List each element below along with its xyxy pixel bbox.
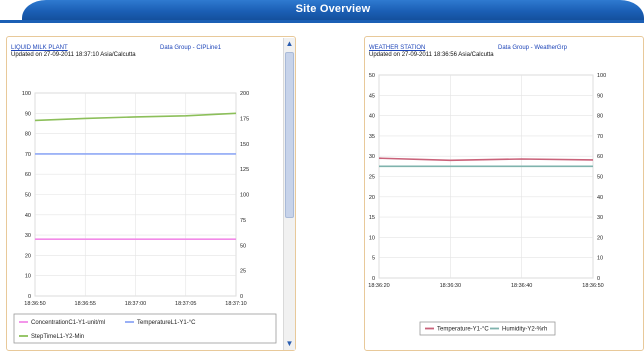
data-group-label: Data Group - WeatherGrp <box>498 45 567 51</box>
legend-label: StepTimeL1-Y2-Min <box>31 334 84 340</box>
x-tick-label: 18:36:40 <box>511 283 532 289</box>
y1-tick-label: 100 <box>22 91 31 97</box>
y2-tick-label: 0 <box>597 276 600 282</box>
legend-box <box>419 321 556 336</box>
y1-tick-label: 40 <box>369 114 375 120</box>
legend-label: ConcentrationC1-Y1-unit/ml <box>31 320 105 326</box>
y2-tick-label: 50 <box>240 243 246 249</box>
weather-station-panel: WEATHER STATION Data Group - WeatherGrp … <box>364 36 644 351</box>
title-bar: Site Overview <box>22 0 644 20</box>
y1-tick-label: 10 <box>369 235 375 241</box>
y2-tick-label: 125 <box>240 167 249 173</box>
scrollbar-thumb[interactable] <box>285 52 294 218</box>
y2-tick-label: 80 <box>597 114 603 120</box>
vertical-scrollbar[interactable]: ▲ ▼ <box>283 38 295 350</box>
y1-tick-label: 40 <box>25 213 31 219</box>
legend-label: Temperature-Y1-°C <box>437 327 489 333</box>
scroll-up-icon[interactable]: ▲ <box>285 39 294 48</box>
x-tick-label: 18:36:50 <box>582 283 603 289</box>
y1-tick-label: 50 <box>25 193 31 199</box>
liquid-milk-plant-panel: LIQUID MILK PLANT Data Group - CIPLine1 … <box>6 36 296 351</box>
site-link[interactable]: WEATHER STATION <box>369 45 426 51</box>
site-link[interactable]: LIQUID MILK PLANT <box>11 45 68 51</box>
y2-tick-label: 200 <box>240 91 249 97</box>
x-tick-label: 18:36:50 <box>24 301 45 307</box>
series-line <box>34 112 237 122</box>
y1-tick-label: 0 <box>372 276 375 282</box>
series-line <box>378 157 594 162</box>
y1-tick-label: 10 <box>25 274 31 280</box>
y2-tick-label: 60 <box>597 154 603 160</box>
y2-tick-label: 30 <box>597 215 603 221</box>
y1-tick-label: 50 <box>369 73 375 79</box>
updated-timestamp: Updated on 27-09-2011 18:36:56 Asia/Calc… <box>369 52 494 58</box>
y1-tick-label: 20 <box>25 253 31 259</box>
y2-tick-label: 0 <box>240 294 243 300</box>
y1-tick-label: 90 <box>25 111 31 117</box>
y1-tick-label: 5 <box>372 256 375 262</box>
x-tick-label: 18:37:10 <box>225 301 246 307</box>
y2-tick-label: 75 <box>240 218 246 224</box>
y2-tick-label: 100 <box>597 73 606 79</box>
page-title: Site Overview <box>295 3 371 15</box>
y2-tick-label: 90 <box>597 93 603 99</box>
y2-tick-label: 10 <box>597 256 603 262</box>
y1-tick-label: 60 <box>25 172 31 178</box>
y2-tick-label: 70 <box>597 134 603 140</box>
x-tick-label: 18:36:30 <box>440 283 461 289</box>
y2-tick-label: 40 <box>597 195 603 201</box>
y2-tick-label: 100 <box>240 193 249 199</box>
scroll-down-icon[interactable]: ▼ <box>285 339 294 348</box>
legend-label: Humidity-Y2-%rh <box>502 327 547 333</box>
x-tick-label: 18:37:05 <box>175 301 196 307</box>
updated-timestamp: Updated on 27-09-2011 18:37:10 Asia/Calc… <box>11 52 136 58</box>
y2-tick-label: 20 <box>597 235 603 241</box>
y1-tick-label: 45 <box>369 93 375 99</box>
line-chart: 0 10 20 30 40 50 60 70 80 90 100 0 25 50 75 100 125 150 17… <box>13 91 277 344</box>
y1-tick-label: 30 <box>25 233 31 239</box>
legend-box <box>13 313 277 344</box>
x-tick-label: 18:37:00 <box>125 301 146 307</box>
y1-tick-label: 70 <box>25 152 31 158</box>
y1-tick-label: 15 <box>369 215 375 221</box>
y1-tick-label: 0 <box>28 294 31 300</box>
x-tick-label: 18:36:20 <box>368 283 389 289</box>
y1-tick-label: 25 <box>369 175 375 181</box>
data-group-label: Data Group - CIPLine1 <box>160 45 222 51</box>
y1-tick-label: 20 <box>369 195 375 201</box>
y2-tick-label: 50 <box>597 175 603 181</box>
y1-tick-label: 80 <box>25 132 31 138</box>
y1-tick-label: 30 <box>369 154 375 160</box>
y2-tick-label: 150 <box>240 142 249 148</box>
legend-label: TemperatureL1-Y1-°C <box>137 320 196 326</box>
y1-tick-label: 35 <box>369 134 375 140</box>
title-bar-underline <box>0 20 644 23</box>
y2-tick-label: 175 <box>240 116 249 122</box>
x-tick-label: 18:36:55 <box>75 301 96 307</box>
y2-tick-label: 25 <box>240 269 246 275</box>
line-chart: 0 5 10 15 20 25 30 35 40 45 50 0 10 20 30 40 50 60 70 80 90 1… <box>368 73 606 336</box>
